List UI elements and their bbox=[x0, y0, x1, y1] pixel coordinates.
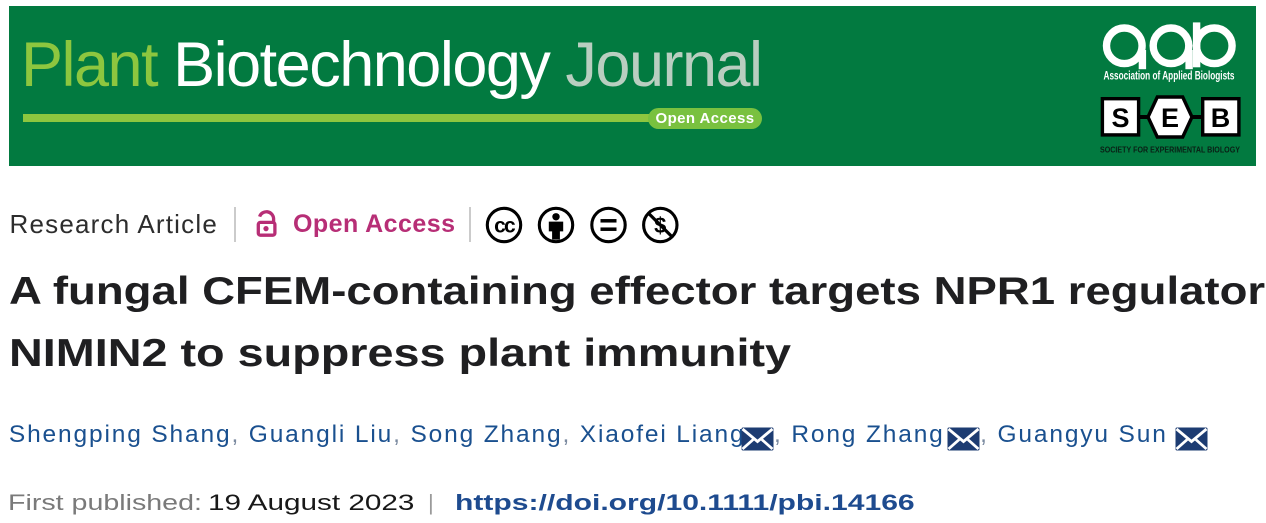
svg-text:SOCIETY FOR EXPERIMENTAL BIOLO: SOCIETY FOR EXPERIMENTAL BIOLOGY bbox=[1100, 145, 1240, 155]
svg-text:cc: cc bbox=[494, 214, 516, 237]
svg-text:Association of Applied Biologi: Association of Applied Biologists bbox=[1104, 71, 1235, 83]
svg-text:S: S bbox=[1111, 103, 1129, 133]
svg-text:E: E bbox=[1161, 103, 1179, 133]
svg-text:B: B bbox=[1211, 103, 1231, 133]
